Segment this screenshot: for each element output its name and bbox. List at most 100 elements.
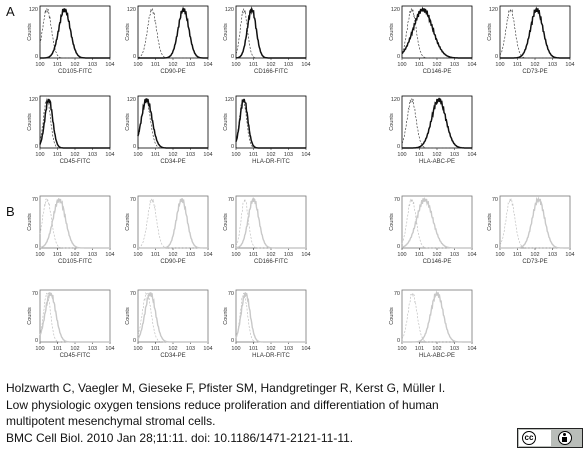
sample-curve	[39, 98, 110, 149]
x-tick-label: 102	[70, 346, 79, 352]
panel-label-b: B	[6, 204, 15, 219]
sample-curve	[500, 6, 570, 59]
x-tick-label: 103	[284, 152, 293, 158]
plot-frame	[39, 195, 111, 249]
plot-frame	[401, 289, 473, 343]
x-tick-label: 104	[467, 252, 476, 258]
y-axis-label: Counts	[389, 113, 395, 131]
isotype-curve	[235, 292, 306, 343]
citation-authors: Holzwarth C, Vaegler M, Gieseke F, Pfist…	[6, 381, 446, 395]
isotype-curve	[137, 7, 208, 59]
y-max-tick: 70	[32, 197, 38, 203]
histogram-2: 120 0 Counts 100 101 102 103 104 CD90-PE	[125, 5, 213, 75]
sample-curve	[402, 290, 472, 343]
histogram-8: 120 0 Counts 100 101 102 103 104 HLA-DR-FITC	[223, 95, 311, 165]
y-zero-tick: 0	[397, 244, 400, 250]
x-tick-label: 102	[70, 62, 79, 68]
y-max-tick: 70	[130, 197, 136, 203]
x-tick-label: 104	[203, 346, 212, 352]
x-tick-label: 102	[432, 346, 441, 352]
histogram-9: 120 0 Counts 100 101 102 103 104 HLA-ABC-PE	[389, 95, 477, 165]
citation: Holzwarth C, Vaegler M, Gieseke F, Pfist…	[6, 380, 506, 446]
x-tick-label: 101	[53, 346, 62, 352]
cc-license-badge[interactable]: cc	[517, 428, 583, 448]
x-tick-label: 101	[151, 62, 160, 68]
y-axis-label: Counts	[125, 213, 131, 231]
x-axis-label: CD146-PE	[423, 69, 452, 75]
y-zero-tick: 0	[397, 144, 400, 150]
x-axis-label: CD45-FITC	[60, 159, 91, 165]
x-tick-label: 104	[105, 152, 114, 158]
isotype-curve	[499, 8, 570, 59]
plot-frame	[401, 195, 473, 249]
x-tick-label: 104	[203, 152, 212, 158]
x-tick-label: 103	[450, 252, 459, 258]
histogram-3: 120 0 Counts 100 101 102 103 104 CD166-FITC	[223, 5, 311, 75]
sample-curve	[401, 6, 472, 59]
sample-curve	[235, 291, 306, 343]
plot-frame	[39, 289, 111, 343]
x-axis-label: CD34-PE	[160, 353, 185, 359]
x-axis-label: CD45-FITC	[60, 353, 91, 359]
x-tick-label: 100	[495, 252, 504, 258]
x-tick-label: 103	[450, 62, 459, 68]
x-tick-label: 103	[88, 346, 97, 352]
x-tick-label: 100	[397, 152, 406, 158]
x-tick-label: 104	[467, 62, 476, 68]
x-tick-label: 103	[186, 62, 195, 68]
y-axis-label: Counts	[27, 307, 33, 325]
y-axis-label: Counts	[487, 23, 493, 41]
isotype-curve	[137, 98, 208, 149]
x-tick-label: 103	[450, 152, 459, 158]
x-axis-label: CD166-FITC	[254, 259, 289, 265]
citation-title-line2: multipotent mesenchymal stromal cells.	[6, 414, 216, 428]
y-axis-label: Counts	[27, 113, 33, 131]
x-tick-label: 103	[186, 346, 195, 352]
isotype-curve	[401, 198, 472, 249]
sample-curve	[39, 292, 110, 343]
x-axis-label: HLA-ABC-PE	[419, 159, 455, 165]
x-tick-label: 103	[284, 252, 293, 258]
x-tick-label: 101	[53, 62, 62, 68]
histogram-10: 70 0 Counts 100 101 102 103 104 CD105-FITC	[27, 195, 115, 265]
sample-curve	[235, 98, 306, 149]
y-axis-label: Counts	[27, 213, 33, 231]
y-max-tick: 70	[492, 197, 498, 203]
y-axis-label: Counts	[389, 307, 395, 325]
y-max-tick: 120	[127, 7, 136, 13]
histogram-5: 120 0 Counts 100 101 102 103 104 CD73-PE	[487, 5, 575, 75]
isotype-curve	[137, 292, 208, 343]
isotype-curve	[401, 98, 472, 149]
histogram-12: 70 0 Counts 100 101 102 103 104 CD166-FITC	[223, 195, 311, 265]
y-zero-tick: 0	[231, 54, 234, 60]
x-axis-label: CD73-PE	[522, 259, 547, 265]
y-zero-tick: 0	[133, 54, 136, 60]
y-zero-tick: 0	[231, 338, 234, 344]
x-axis-label: HLA-DR-FITC	[252, 159, 290, 165]
x-tick-label: 104	[301, 346, 310, 352]
y-zero-tick: 0	[133, 244, 136, 250]
y-max-tick: 120	[489, 7, 498, 13]
x-tick-label: 103	[548, 62, 557, 68]
isotype-curve	[235, 198, 306, 249]
x-tick-label: 102	[530, 62, 539, 68]
x-tick-label: 101	[249, 252, 258, 258]
x-tick-label: 100	[231, 252, 240, 258]
x-tick-label: 104	[565, 62, 574, 68]
y-max-tick: 120	[127, 97, 136, 103]
y-axis-label: Counts	[223, 113, 229, 131]
sample-curve	[39, 8, 110, 59]
x-tick-label: 101	[53, 252, 62, 258]
y-zero-tick: 0	[397, 338, 400, 344]
x-tick-label: 100	[231, 62, 240, 68]
x-tick-label: 101	[415, 252, 424, 258]
sample-curve	[235, 6, 306, 59]
y-axis-label: Counts	[389, 23, 395, 41]
x-tick-label: 101	[53, 152, 62, 158]
y-zero-tick: 0	[397, 54, 400, 60]
isotype-curve	[137, 198, 208, 249]
y-zero-tick: 0	[35, 144, 38, 150]
sample-curve	[138, 198, 208, 249]
histogram-13: 70 0 Counts 100 101 102 103 104 CD146-PE	[389, 195, 477, 265]
x-axis-label: HLA-DR-FITC	[252, 353, 290, 359]
